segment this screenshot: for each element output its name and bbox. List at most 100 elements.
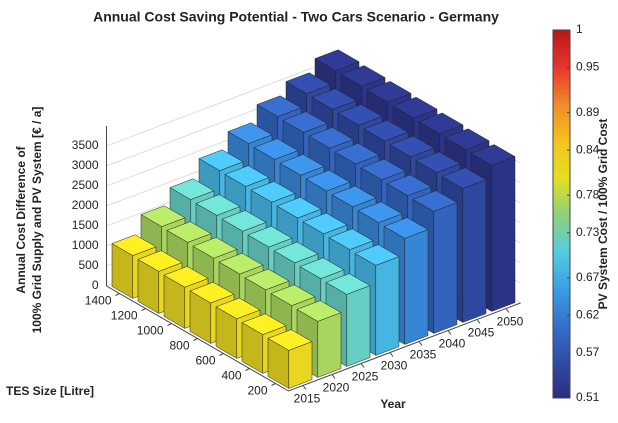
y-tick-label: 1400 [85,294,112,308]
colorbar-cell [553,333,570,338]
bar-top [247,225,293,248]
colorbar-tick-label: 0.89 [576,105,600,119]
bar-top [311,88,357,110]
colorbar-cell [553,266,570,270]
x-tick [447,330,452,335]
colorbar-cell [553,321,570,325]
colorbar-cell [553,204,570,209]
colorbar-cell [553,39,570,43]
z-tick-label: 2000 [72,198,99,212]
colorbar-cell [553,158,570,163]
bar-top [337,104,383,126]
colorbar-cell [553,330,570,335]
colorbar-cell [553,302,570,307]
z-tick-label: 2500 [72,178,99,192]
colorbar-cell [553,72,570,77]
colorbar-cell [553,358,570,362]
x-tick-label: 2035 [410,348,437,362]
colorbar-cell [553,278,570,282]
colorbar-cell [553,143,570,148]
y-tick-label: 1000 [137,324,164,338]
colorbar-cell [553,82,570,86]
bar-top [169,178,215,200]
colorbar-cell [553,195,570,200]
colorbar-cell [553,51,570,56]
bar-face [491,156,516,312]
bar-top [241,313,287,335]
colorbar-cell [553,352,570,356]
colorbar-frame [552,29,571,399]
colorbar-cell [553,324,570,328]
colorbar-cell [553,379,570,384]
colorbar-cell [553,327,570,332]
bar-face [346,285,371,367]
colorbar-cell [553,115,570,120]
colorbar-cell [553,131,570,135]
colorbar-cell [553,275,570,279]
bar-face [433,202,458,334]
colorbar-cell [553,186,570,190]
colorbar-cell [553,45,570,49]
bar-top [354,244,400,266]
colorbar-cell [553,385,570,390]
colorbar-cell [553,247,570,252]
colorbar-cell [553,183,570,187]
z-label: Annual Cost Difference of [14,145,28,293]
x-tick [302,385,307,390]
colorbar-cell [553,272,570,276]
z-tick-label: 3500 [72,138,99,152]
x-tick-label: 2030 [381,359,408,373]
colorbar-cell [553,361,570,365]
colorbar-cell [553,373,570,378]
bar-top [366,81,412,103]
bar-top [227,122,273,144]
bar-top [267,329,313,351]
z-tick-label: 500 [78,258,98,272]
colorbar-cell [553,100,570,105]
bar-top [334,142,380,165]
x-tick [389,352,394,357]
y-tick-label: 800 [169,339,189,353]
x-tick [331,374,336,379]
colorbar-cell [553,315,570,319]
y-tick-label: 400 [221,369,241,383]
colorbar-cell [553,48,570,52]
bar-top [299,257,345,279]
bar-top [357,201,403,223]
colorbar-cell [553,161,570,166]
colorbar-cell [553,69,570,74]
colorbar-cell [553,79,570,83]
bar-top [140,205,186,227]
colorbar-cell [553,128,570,132]
z-tick-label: 3000 [72,158,99,172]
colorbar-cell [553,309,570,313]
colorbar-cell [553,232,570,236]
colorbar-tick-label: 0.95 [576,60,600,74]
bar-top [441,167,487,189]
bar-top [418,112,464,135]
colorbar-cell [553,164,570,169]
bar-top [296,300,342,322]
y-tick [115,293,120,296]
x-label: Year [380,397,406,411]
colorbar-cell [553,210,570,215]
colorbar-cell [553,125,570,129]
colorbar-cell [553,241,570,246]
colorbar-cell [553,152,570,157]
x-tick-label: 2045 [468,326,495,340]
bar-top [166,221,212,243]
bar-top [325,273,371,295]
colorbar-cell [553,244,570,249]
colorbar-cell [553,238,570,243]
colorbar-cell [553,312,570,316]
bar-top [253,138,299,160]
bar-top [189,281,235,304]
bar-top [244,268,290,291]
y-tick [271,383,276,386]
colorbar-cell [553,155,570,160]
colorbar-cell [553,94,570,98]
bar-top [340,65,386,87]
bar-top [218,252,264,275]
bar-top [331,185,377,208]
bar-top [256,95,302,117]
